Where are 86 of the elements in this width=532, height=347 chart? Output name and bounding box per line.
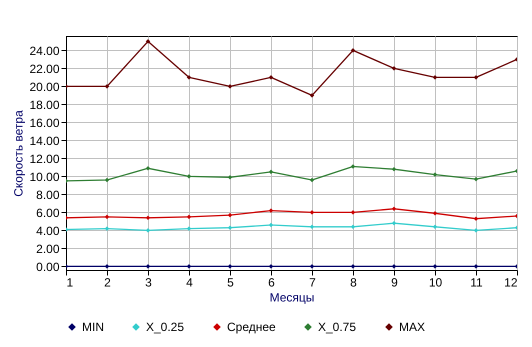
x-tick-label: 10 (428, 276, 442, 290)
line-series (66, 220, 517, 233)
point (146, 216, 150, 220)
x-tick-label: 6 (268, 276, 276, 290)
point (228, 175, 232, 180)
x-tick-label: 4 (186, 276, 194, 290)
x-tick-label: 11 (470, 276, 484, 290)
point (310, 210, 314, 215)
legend-label: Среднее (227, 320, 276, 334)
point (350, 164, 356, 169)
y-tick-label: 18.00 (29, 98, 60, 112)
line-series (66, 206, 517, 221)
point (186, 264, 192, 269)
point (268, 208, 274, 213)
point (392, 166, 396, 172)
point (474, 216, 478, 221)
point (228, 84, 232, 89)
x-tick-label: 8 (350, 276, 358, 290)
point (432, 75, 438, 80)
y-tick-label: 20.00 (29, 80, 60, 94)
y-axis-title: Скорость ветра (11, 110, 26, 197)
point (432, 264, 438, 269)
legend-label: X_0.25 (146, 320, 184, 334)
x-tick-label: 3 (145, 276, 152, 290)
legend-label: MIN (82, 320, 104, 334)
point (432, 172, 438, 177)
line-series (66, 39, 517, 98)
y-tick-label: 10.00 (29, 170, 60, 184)
point (350, 48, 356, 53)
point (474, 75, 478, 80)
point (350, 224, 356, 230)
point (310, 93, 314, 98)
point (310, 224, 314, 230)
y-tick-label: 0.00 (36, 260, 60, 274)
point (146, 228, 150, 233)
point (350, 264, 356, 269)
y-tick-label: 8.00 (36, 188, 60, 202)
y-tick-label: 16.00 (29, 116, 60, 130)
point (146, 39, 150, 44)
point (392, 206, 396, 212)
point (432, 224, 438, 230)
point (310, 264, 314, 269)
legend-label: MAX (399, 320, 426, 334)
point (268, 222, 274, 228)
point (104, 264, 110, 269)
line-series (66, 164, 517, 184)
point (146, 264, 150, 269)
y-tick-label: 22.00 (29, 62, 60, 76)
y-tick-label: 24.00 (29, 44, 60, 58)
x-tick-label: 7 (309, 276, 316, 290)
point (186, 75, 192, 80)
point (186, 226, 192, 231)
point (392, 66, 396, 71)
point (392, 264, 396, 269)
y-tick-label: 12.00 (29, 152, 60, 166)
x-tick-label: 1 (66, 276, 74, 290)
point (310, 178, 314, 182)
point (228, 212, 232, 218)
point (104, 226, 110, 231)
point (104, 84, 110, 89)
y-tick-label: 2.00 (36, 242, 60, 256)
point (186, 174, 192, 179)
point (268, 75, 274, 80)
point (268, 264, 274, 269)
x-tick-label: 9 (391, 276, 398, 290)
point (104, 214, 110, 220)
y-tick-label: 6.00 (36, 206, 60, 220)
point (392, 220, 396, 226)
point (350, 210, 356, 215)
y-tick-label: 14.00 (29, 134, 60, 148)
point (146, 166, 150, 171)
point (474, 264, 478, 269)
point (228, 225, 232, 230)
point (186, 214, 192, 220)
point (104, 178, 110, 182)
x-tick-label: 5 (227, 276, 234, 290)
x-axis-title: Месяцы (270, 290, 314, 304)
point (268, 170, 274, 174)
y-tick-label: 4.00 (36, 224, 60, 238)
point (432, 211, 438, 216)
point (228, 264, 232, 269)
x-tick-label: 12 (504, 276, 518, 290)
point (474, 228, 478, 233)
x-tick-label: 2 (104, 276, 112, 290)
legend-label: X_0.75 (318, 320, 356, 334)
point (474, 176, 478, 182)
